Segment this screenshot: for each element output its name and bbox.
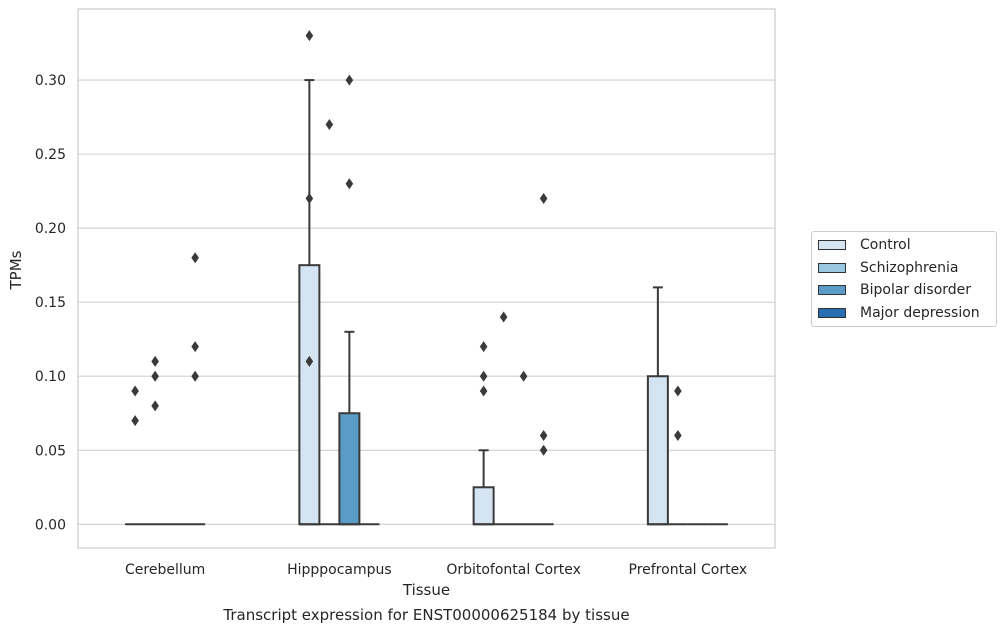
outlier-point <box>499 311 508 323</box>
outlier-point <box>345 74 354 86</box>
outlier-point <box>479 385 488 397</box>
legend-item-schizophrenia: Schizophrenia <box>818 258 958 278</box>
outlier-point <box>519 370 528 382</box>
outlier-point <box>191 370 199 382</box>
outlier-point <box>305 30 314 42</box>
legend-swatch-bipolar-disorder <box>818 285 846 295</box>
box-0-3 <box>185 252 206 526</box>
outlier-point <box>305 193 314 205</box>
box-0-1 <box>145 355 166 526</box>
outlier-point <box>131 415 139 427</box>
x-tick-label: Orbitofontal Cortex <box>446 562 581 578</box>
y-tick-label: 0.05 <box>35 443 66 459</box>
x-axis-ticks: Cerebellum Hipppocampus Orbitofontal Corte… <box>125 562 747 578</box>
legend-swatch-control <box>818 240 846 250</box>
legend-label-major-depression: Major depression <box>860 305 980 321</box>
x-tick-label: Hipppocampus <box>287 562 392 578</box>
legend-item-major-depression: Major depression <box>818 303 980 323</box>
x-axis-label: Tissue <box>402 581 450 599</box>
outlier-point <box>131 385 139 397</box>
box-body <box>338 412 361 526</box>
legend: Control Schizophrenia Bipolar disorder M… <box>811 231 997 327</box>
outlier-point <box>151 355 159 367</box>
legend-item-bipolar-disorder: Bipolar disorder <box>818 280 971 300</box>
outlier-point <box>479 341 488 353</box>
outlier-point <box>191 252 199 264</box>
legend-swatch-major-depression <box>818 308 846 318</box>
y-tick-label: 0.00 <box>35 517 66 533</box>
legend-item-control: Control <box>818 235 911 255</box>
outlier-point <box>479 370 488 382</box>
outlier-point <box>539 193 548 205</box>
plot-frame <box>77 8 776 549</box>
box-1-1 <box>319 119 340 526</box>
chart-caption: Transcript expression for ENST0000062518… <box>223 606 630 624</box>
box-1-2 <box>338 74 361 526</box>
box-body <box>298 264 321 526</box>
gridlines <box>78 79 775 525</box>
legend-label-schizophrenia: Schizophrenia <box>860 260 959 276</box>
box-2-1 <box>493 311 514 526</box>
y-tick-label: 0.15 <box>35 295 66 311</box>
box-body <box>472 486 495 526</box>
box-0-0 <box>125 385 146 526</box>
outlier-point <box>305 355 314 367</box>
outlier-point <box>151 370 159 382</box>
outlier-point <box>674 385 682 397</box>
y-tick-label: 0.25 <box>35 147 66 163</box>
legend-swatch-schizophrenia <box>818 263 846 273</box>
box-3-0 <box>646 286 669 526</box>
box-2-0 <box>472 341 495 526</box>
legend-label-control: Control <box>860 237 911 253</box>
box-2-3 <box>533 193 554 526</box>
box-3-1 <box>667 385 688 526</box>
y-axis-label: TPMs <box>7 250 25 290</box>
y-tick-label: 0.20 <box>35 221 66 237</box>
y-tick-label: 0.30 <box>35 73 66 89</box>
outlier-point <box>345 178 354 190</box>
box-1-0 <box>298 30 321 526</box>
legend-label-bipolar-disorder: Bipolar disorder <box>860 282 972 298</box>
outlier-point <box>539 429 548 441</box>
outlier-point <box>325 119 334 130</box>
outlier-point <box>151 400 159 412</box>
x-tick-label: Cerebellum <box>125 562 205 578</box>
y-axis-ticks: 0.00 0.05 0.10 0.15 0.20 0.25 0.30 <box>35 73 66 533</box>
box-2-2 <box>513 370 534 526</box>
box-plot-marks <box>125 30 728 526</box>
box-body <box>646 375 669 526</box>
x-tick-label: Prefrontal Cortex <box>629 562 748 578</box>
y-tick-label: 0.10 <box>35 369 66 385</box>
outlier-point <box>674 429 682 441</box>
outlier-point <box>191 341 199 353</box>
outlier-point <box>539 444 548 456</box>
